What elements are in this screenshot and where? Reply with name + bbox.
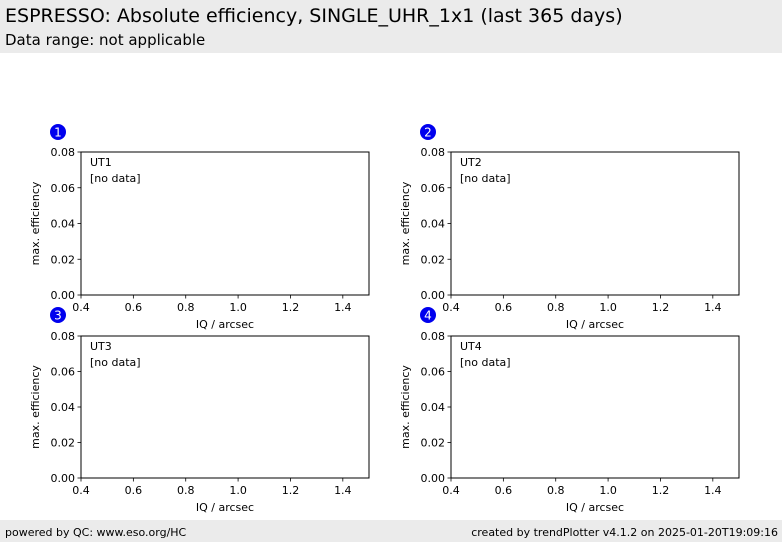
y-tick-label: 0.06 [51,366,76,379]
y-tick-label: 0.06 [421,366,446,379]
x-tick-label: 0.4 [442,484,460,497]
x-tick-label: 0.4 [442,301,460,314]
panel-number-label: 3 [54,309,62,323]
x-axis-label: IQ / arcsec [566,501,624,514]
x-tick-label: 0.6 [495,484,513,497]
y-axis-label: max. efficiency [399,365,412,449]
x-tick-label: 1.0 [599,484,617,497]
chart-panel-1: 1 0.4 0.6 0.8 1.0 1.2 1.4 0.00 0.02 0.04 0.06 0.08 I… [29,124,370,331]
x-tick-label: 0.4 [72,301,90,314]
series-name-label: UT3 [90,340,112,353]
x-tick-label: 1.2 [282,484,300,497]
footer-timestamp: created by trendPlotter v4.1.2 on 2025-0… [471,526,778,539]
x-axis-label: IQ / arcsec [196,501,254,514]
y-tick-label: 0.08 [51,146,76,159]
y-tick-label: 0.00 [51,472,76,485]
x-tick-label: 1.0 [229,484,247,497]
chart-panel-3: 3 0.4 0.6 0.8 1.0 1.2 1.4 0.00 0.02 0.04 0.06 0.08 I… [29,307,370,514]
x-tick-label: 0.8 [547,301,565,314]
y-tick-label: 0.04 [51,401,76,414]
series-name-label: UT2 [460,156,482,169]
x-tick-label: 1.4 [334,301,352,314]
panel-number-badge [420,307,436,323]
y-tick-label: 0.08 [421,146,446,159]
footer-band: powered by QC: www.eso.org/HC created by… [0,520,782,542]
footer-credit: powered by QC: www.eso.org/HC [5,526,187,539]
y-axis-label: max. efficiency [399,181,412,265]
x-tick-label: 1.4 [704,301,722,314]
y-axis-label: max. efficiency [29,365,42,449]
x-tick-label: 1.4 [334,484,352,497]
x-tick-label: 1.0 [229,301,247,314]
x-tick-label: 0.8 [177,301,195,314]
no-data-annotation: [no data] [90,172,141,185]
panel-number-badge [50,307,66,323]
y-tick-label: 0.02 [421,437,446,450]
header-band: ESPRESSO: Absolute efficiency, SINGLE_UH… [0,0,782,53]
series-name-label: UT4 [460,340,482,353]
y-tick-label: 0.00 [421,472,446,485]
y-tick-label: 0.04 [421,401,446,414]
panel-number-label: 4 [424,309,432,323]
y-tick-label: 0.00 [421,289,446,302]
x-tick-label: 1.2 [282,301,300,314]
x-tick-label: 1.0 [599,301,617,314]
y-tick-label: 0.06 [421,182,446,195]
x-tick-label: 1.2 [652,484,670,497]
panel-number-badge [420,124,436,140]
x-axis-label: IQ / arcsec [566,318,624,331]
y-tick-label: 0.04 [421,218,446,231]
y-tick-label: 0.02 [421,253,446,266]
y-tick-label: 0.08 [51,330,76,343]
x-tick-label: 0.6 [125,301,143,314]
x-tick-label: 0.8 [177,484,195,497]
x-tick-label: 1.4 [704,484,722,497]
chart-panel-2: 2 0.4 0.6 0.8 1.0 1.2 1.4 0.00 0.02 0.04 0.06 0.08 I… [399,124,740,331]
no-data-annotation: [no data] [90,356,141,369]
x-tick-label: 0.8 [547,484,565,497]
y-tick-label: 0.06 [51,182,76,195]
x-tick-label: 0.4 [72,484,90,497]
no-data-annotation: [no data] [460,356,511,369]
x-tick-label: 0.6 [495,301,513,314]
no-data-annotation: [no data] [460,172,511,185]
panel-number-label: 2 [424,126,432,140]
x-tick-label: 1.2 [652,301,670,314]
x-axis-label: IQ / arcsec [196,318,254,331]
y-tick-label: 0.02 [51,253,76,266]
panel-number-badge [50,124,66,140]
y-tick-label: 0.08 [421,330,446,343]
page-subtitle: Data range: not applicable [5,31,206,49]
y-tick-label: 0.00 [51,289,76,302]
chart-panel-4: 4 0.4 0.6 0.8 1.0 1.2 1.4 0.00 0.02 0.04 0.06 0.08 I… [399,307,740,514]
y-tick-label: 0.04 [51,218,76,231]
panel-number-label: 1 [54,126,62,140]
page-title: ESPRESSO: Absolute efficiency, SINGLE_UH… [5,5,623,27]
y-tick-label: 0.02 [51,437,76,450]
y-axis-label: max. efficiency [29,181,42,265]
series-name-label: UT1 [90,156,112,169]
x-tick-label: 0.6 [125,484,143,497]
